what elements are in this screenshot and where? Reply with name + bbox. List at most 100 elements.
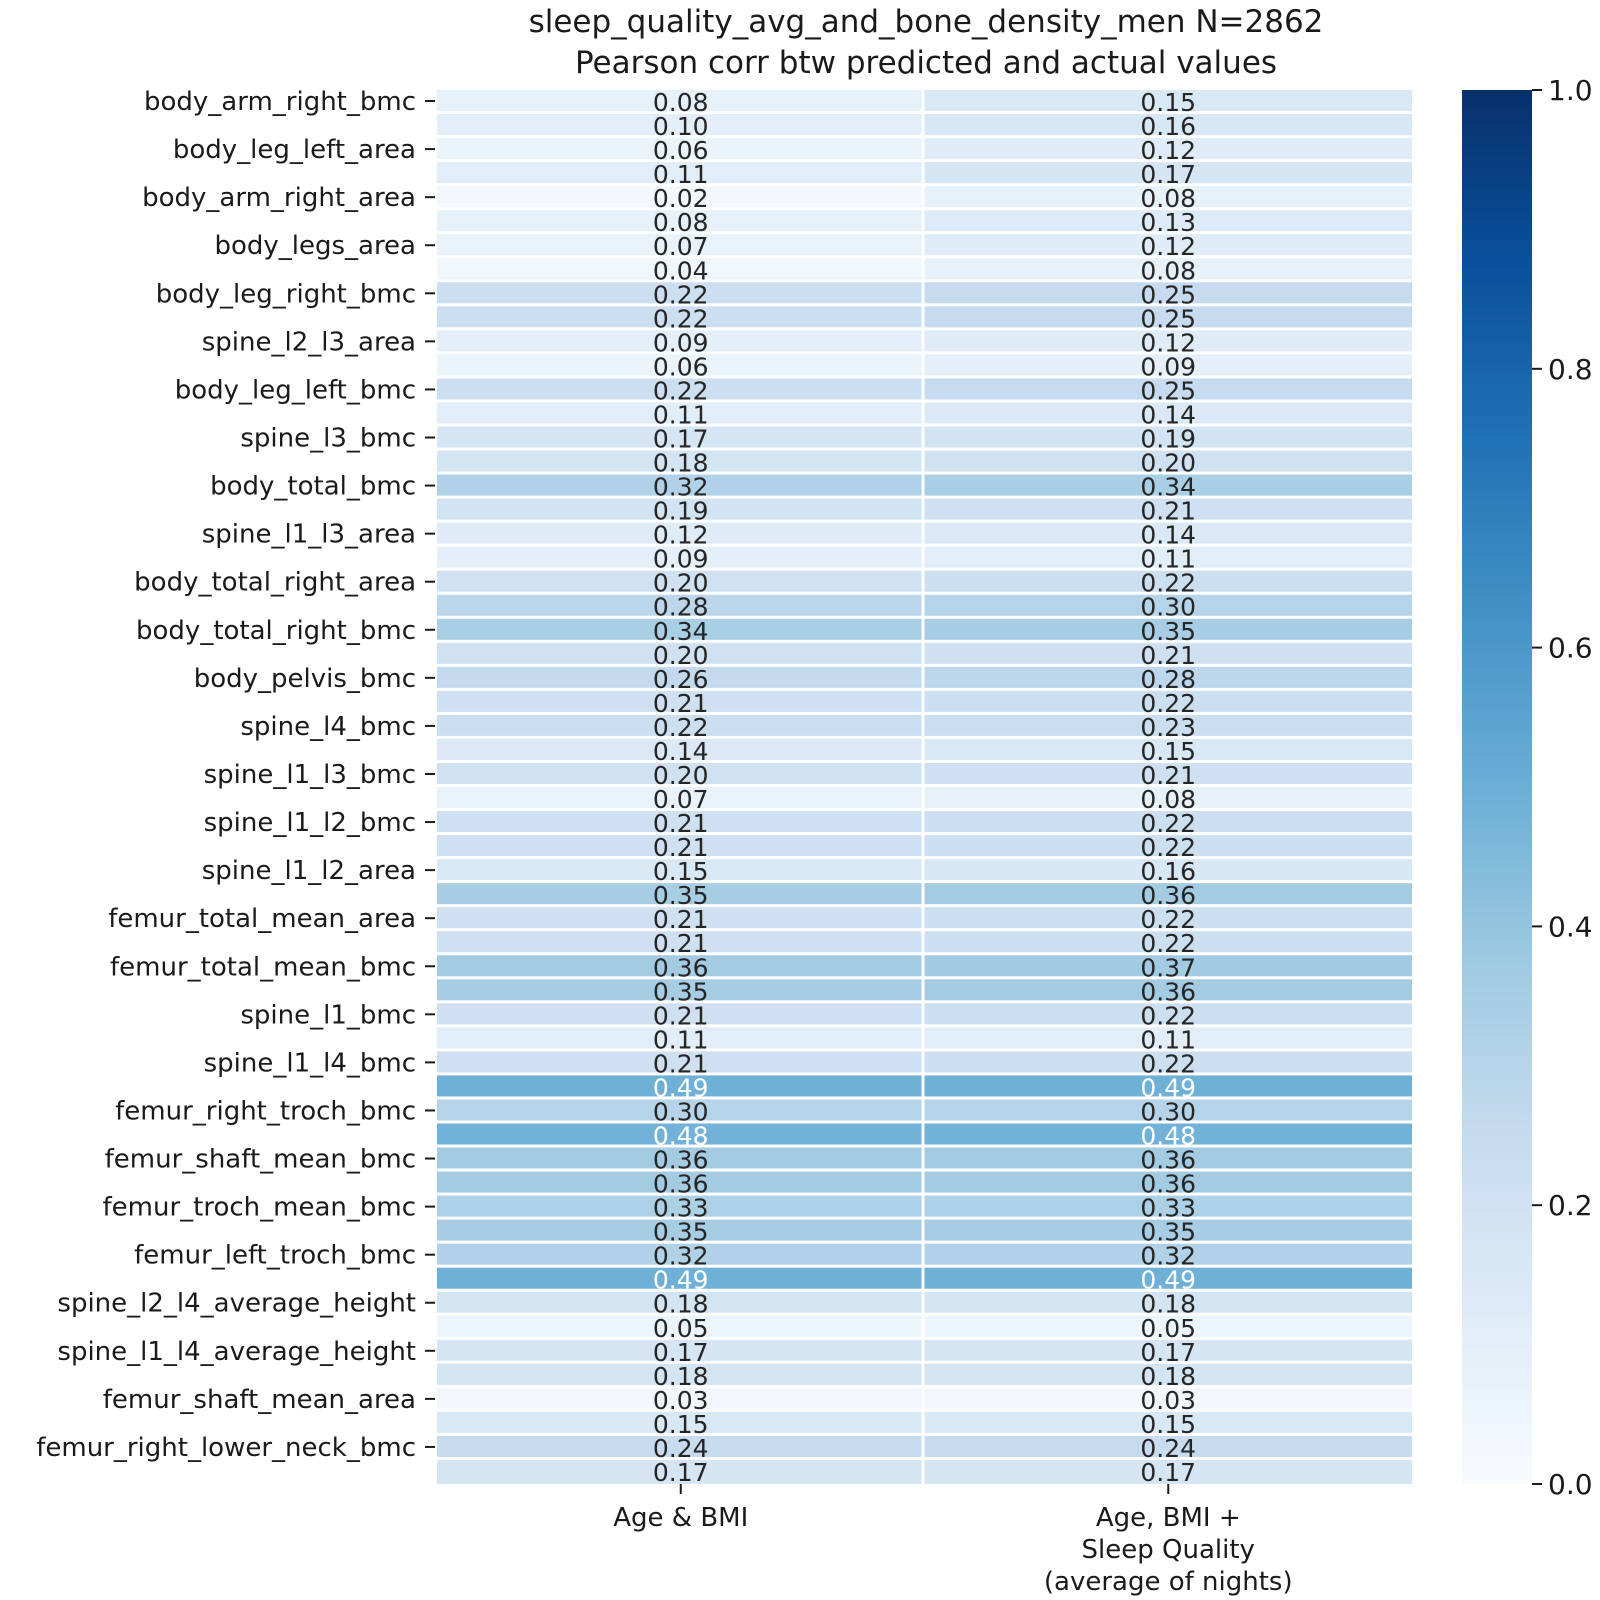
cell-value-label: 0.18	[1140, 1362, 1196, 1391]
heatmap-cell	[437, 1411, 922, 1433]
heatmap-cell	[924, 787, 1412, 809]
heatmap-cell	[437, 474, 922, 496]
y-tick-label: femur_left_troch_bmc	[134, 1241, 416, 1271]
cell-value-label: 0.09	[1140, 352, 1196, 381]
cell-value-label: 0.21	[653, 929, 709, 958]
heatmap-cell	[437, 210, 922, 232]
cell-value-label: 0.25	[1140, 280, 1196, 309]
heatmap-cell	[437, 1267, 922, 1289]
cell-value-label: 0.26	[653, 665, 709, 694]
cell-value-label: 0.33	[653, 1194, 709, 1223]
cell-value-label: 0.06	[653, 136, 709, 165]
y-tick-label: spine_l1_l3_area	[202, 520, 416, 550]
heatmap-cell	[437, 402, 922, 424]
cell-value-label: 0.10	[653, 112, 709, 141]
cell-value-label: 0.13	[1140, 208, 1196, 237]
heatmap-cell	[437, 1459, 922, 1484]
heatmap-cell	[437, 1051, 922, 1073]
cell-value-label: 0.14	[1140, 400, 1196, 429]
cell-value-label: 0.28	[653, 593, 709, 622]
heatmap-cell	[437, 234, 922, 256]
cell-value-label: 0.36	[653, 1146, 709, 1175]
heatmap-cell	[924, 1003, 1412, 1025]
cell-value-label: 0.08	[1140, 785, 1196, 814]
heatmap-cell	[437, 1435, 922, 1457]
cell-value-label: 0.18	[653, 449, 709, 478]
cell-value-label: 0.12	[1140, 136, 1196, 165]
heatmap-cell	[437, 114, 922, 136]
heatmap-cell	[924, 114, 1412, 136]
heatmap-cell	[924, 402, 1412, 424]
heatmap-cell	[437, 835, 922, 857]
heatmap-cell	[437, 1171, 922, 1193]
cell-value-label: 0.22	[1140, 689, 1196, 718]
heatmap-cell	[437, 1027, 922, 1049]
heatmap-cell	[437, 931, 922, 953]
heatmap-cell	[437, 306, 922, 328]
y-tick-label: body_leg_left_bmc	[175, 375, 416, 405]
cell-value-label: 0.49	[653, 1073, 709, 1102]
heatmap-cell	[924, 474, 1412, 496]
y-tick-label: femur_right_lower_neck_bmc	[36, 1433, 416, 1463]
cell-value-label: 0.28	[1140, 665, 1196, 694]
heatmap-cell	[924, 738, 1412, 760]
cell-value-label: 0.48	[1140, 1122, 1196, 1151]
heatmap-cell	[924, 162, 1412, 184]
heatmap-cell	[924, 1195, 1412, 1217]
heatmap-cell	[437, 787, 922, 809]
heatmap-cell	[437, 979, 922, 1001]
cell-value-label: 0.15	[653, 1410, 709, 1439]
y-tick-label: femur_total_mean_area	[108, 904, 416, 934]
heatmap-cell	[437, 498, 922, 520]
y-tick-label: spine_l2_l4_average_height	[57, 1289, 416, 1319]
cell-value-label: 0.36	[1140, 1146, 1196, 1175]
cell-value-label: 0.22	[653, 304, 709, 333]
heatmap-cell	[924, 1411, 1412, 1433]
heatmap-cell	[924, 1339, 1412, 1361]
cell-value-label: 0.08	[653, 88, 709, 117]
cell-value-label: 0.35	[1140, 1218, 1196, 1247]
cell-value-label: 0.23	[1140, 713, 1196, 742]
cell-value-label: 0.11	[1140, 1025, 1196, 1054]
y-tick-label: body_total_bmc	[210, 472, 416, 502]
y-tick-label: body_total_right_area	[134, 568, 416, 598]
heatmap-cell	[437, 738, 922, 760]
cell-value-label: 0.24	[653, 1434, 709, 1463]
cell-value-label: 0.17	[653, 1458, 709, 1487]
heatmap-cell	[924, 1435, 1412, 1457]
cell-value-label: 0.20	[653, 641, 709, 670]
heatmap-cell	[924, 811, 1412, 833]
heatmap-cells: 0.08 0.150.10 0.160.06 0.120.11 0.170.02 0.08…	[437, 88, 1412, 1487]
heatmap-cell	[437, 570, 922, 592]
cell-value-label: 0.21	[1140, 761, 1196, 790]
heatmap-cell	[437, 546, 922, 568]
cell-value-label: 0.35	[653, 1218, 709, 1247]
cell-value-label: 0.15	[1140, 737, 1196, 766]
cell-value-label: 0.36	[1140, 1170, 1196, 1199]
y-tick-label: spine_l1_l4_average_height	[57, 1337, 416, 1367]
cell-value-label: 0.14	[1140, 521, 1196, 550]
cell-value-label: 0.03	[1140, 1386, 1196, 1415]
cell-value-label: 0.35	[1140, 617, 1196, 646]
heatmap-cell	[437, 1003, 922, 1025]
cell-value-label: 0.32	[653, 1242, 709, 1271]
cell-value-label: 0.32	[1140, 1242, 1196, 1271]
y-tick-label: spine_l1_bmc	[240, 1000, 416, 1030]
heatmap-cell	[924, 1147, 1412, 1169]
y-tick-label: femur_total_mean_bmc	[110, 952, 416, 982]
cell-value-label: 0.19	[1140, 425, 1196, 454]
heatmap-cell	[437, 690, 922, 712]
heatmap-cell	[924, 354, 1412, 376]
cell-value-label: 0.17	[1140, 160, 1196, 189]
cell-value-label: 0.18	[1140, 1290, 1196, 1319]
cell-value-label: 0.25	[1140, 376, 1196, 405]
heatmap-cell	[924, 306, 1412, 328]
y-tick-label: body_arm_right_bmc	[144, 87, 416, 117]
cell-value-label: 0.36	[653, 1170, 709, 1199]
heatmap-cell	[924, 546, 1412, 568]
cell-value-label: 0.21	[653, 905, 709, 934]
cell-value-label: 0.20	[653, 569, 709, 598]
cell-value-label: 0.05	[1140, 1314, 1196, 1343]
